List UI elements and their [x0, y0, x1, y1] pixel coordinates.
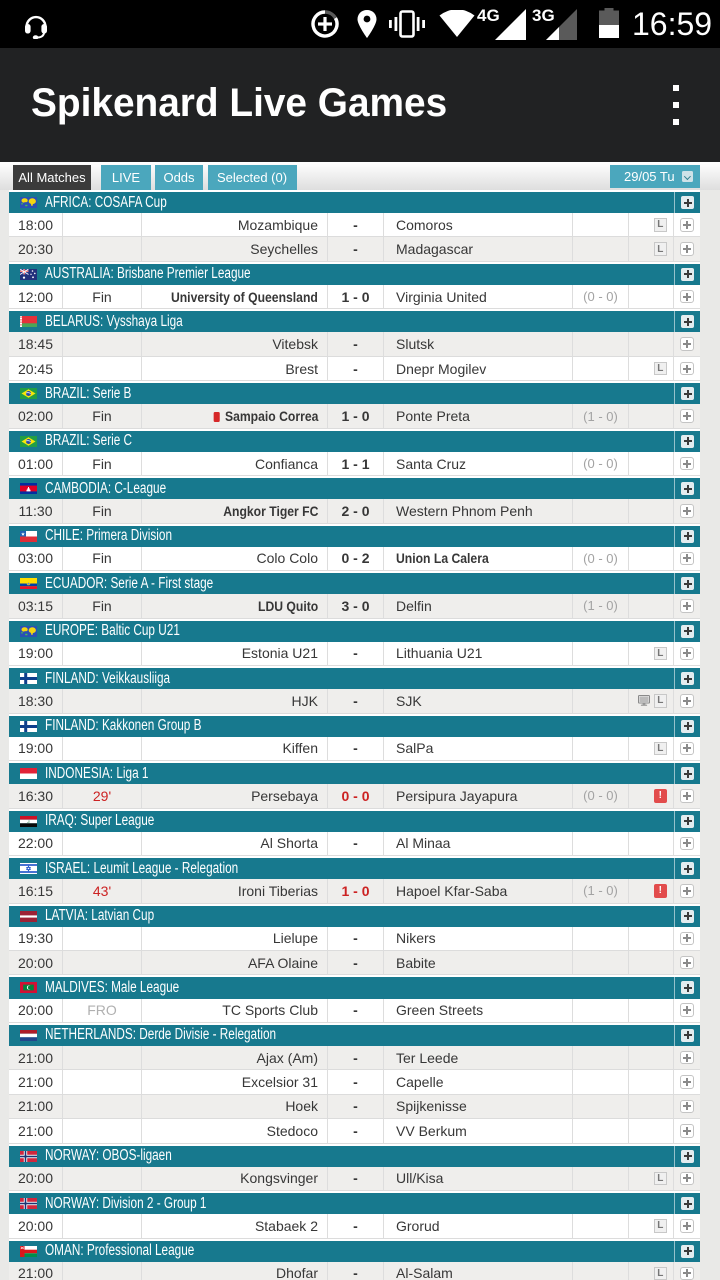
svg-text:لل: لل: [27, 819, 30, 823]
